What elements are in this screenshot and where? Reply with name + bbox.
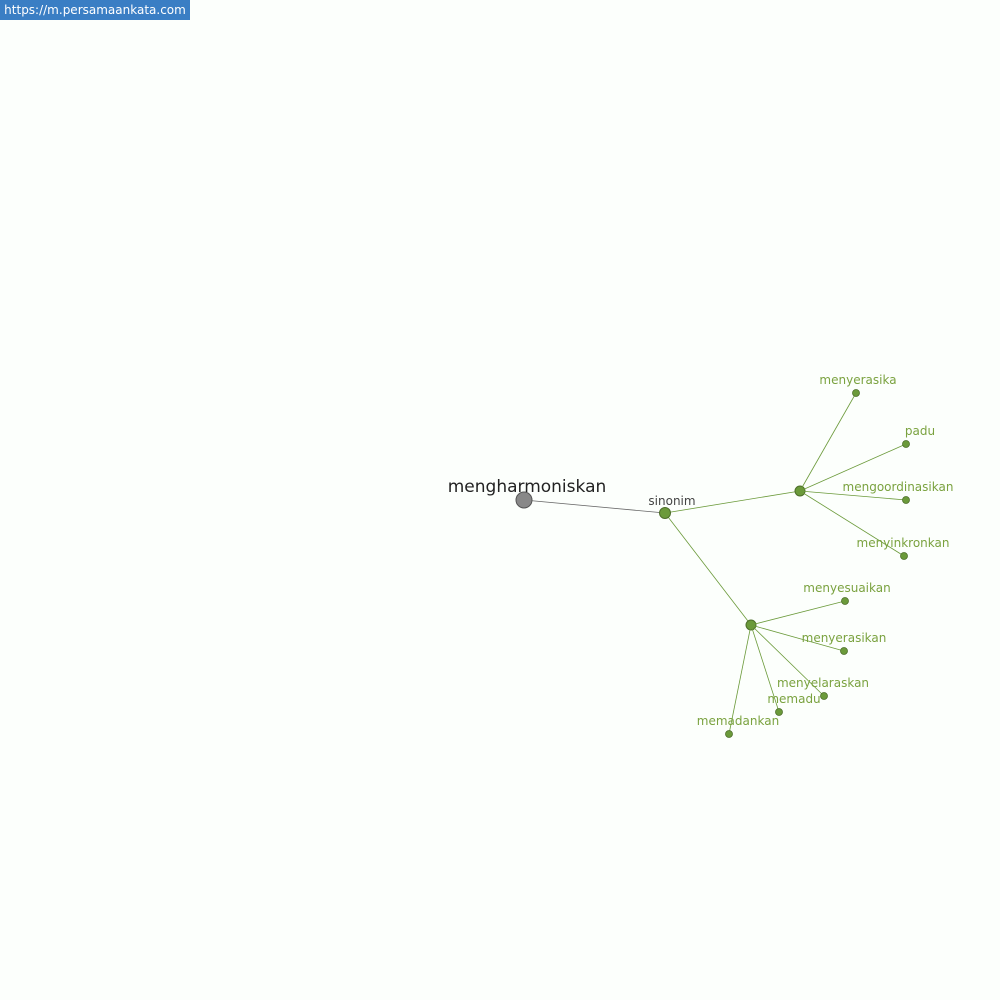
edge xyxy=(750,624,825,697)
word-label[interactable]: memadankan xyxy=(697,714,779,728)
edge xyxy=(799,490,905,557)
edge xyxy=(664,512,752,626)
relation-node[interactable] xyxy=(659,507,671,519)
word-node[interactable] xyxy=(725,730,733,738)
edge xyxy=(664,490,801,514)
edge xyxy=(799,443,907,492)
edge xyxy=(750,624,780,713)
word-node[interactable] xyxy=(820,692,828,700)
relation-label[interactable]: sinonim xyxy=(648,494,695,508)
word-label[interactable]: menyesuaikan xyxy=(803,581,890,595)
word-label[interactable]: memadu xyxy=(767,692,820,706)
edge xyxy=(750,624,845,652)
edge xyxy=(523,499,666,514)
word-node[interactable] xyxy=(902,496,910,504)
edge xyxy=(799,392,857,492)
word-label[interactable]: menyelaraskan xyxy=(777,676,869,690)
url-badge[interactable]: https://m.persamaankata.com xyxy=(0,0,190,20)
word-node[interactable] xyxy=(775,708,783,716)
edge xyxy=(799,490,907,501)
root-node[interactable] xyxy=(515,491,533,509)
edge xyxy=(728,624,752,735)
word-node[interactable] xyxy=(900,552,908,560)
word-label[interactable]: padu xyxy=(905,424,935,438)
root-label[interactable]: mengharmoniskan xyxy=(448,477,607,497)
word-node[interactable] xyxy=(902,440,910,448)
word-node[interactable] xyxy=(841,597,849,605)
word-label[interactable]: menyinkronkan xyxy=(857,536,950,550)
word-node[interactable] xyxy=(840,647,848,655)
edge xyxy=(750,600,846,626)
word-label[interactable]: mengoordinasikan xyxy=(843,480,954,494)
word-label[interactable]: menyerasikan xyxy=(802,631,887,645)
word-label[interactable]: menyerasika xyxy=(819,373,896,387)
word-node[interactable] xyxy=(852,389,860,397)
